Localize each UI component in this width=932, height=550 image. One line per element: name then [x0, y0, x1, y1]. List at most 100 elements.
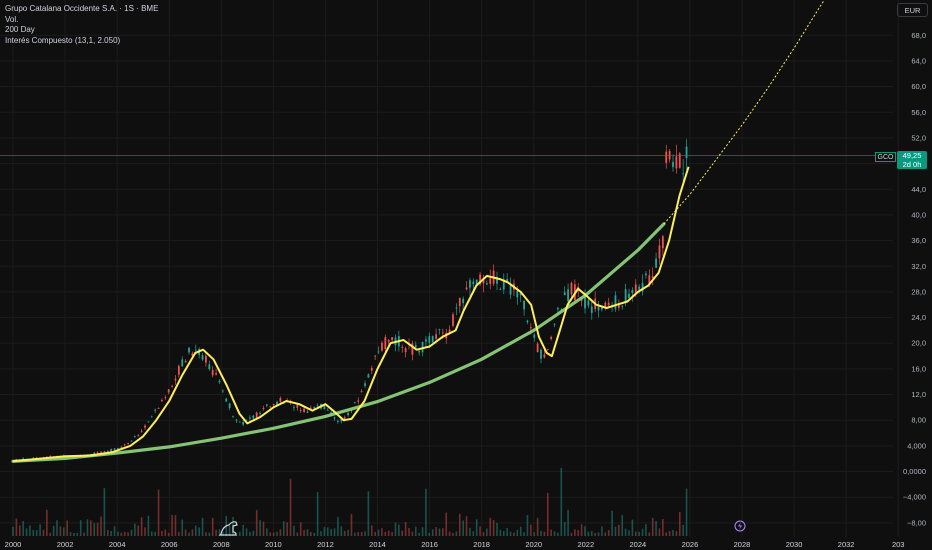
volume-bar: [384, 531, 387, 536]
volume-bar: [269, 532, 272, 536]
volume-bar: [496, 522, 498, 536]
candle-body: [563, 292, 566, 296]
y-tick-label: 0,0000: [903, 467, 926, 476]
volume-bar: [611, 510, 613, 536]
volume-bar: [90, 520, 92, 536]
y-tick-label: 36,0: [911, 236, 926, 245]
candle-body: [502, 279, 505, 290]
candle-body: [211, 370, 214, 376]
volume-bar: [651, 518, 654, 536]
candle-body: [516, 290, 519, 298]
y-tick-label: −8,00: [907, 518, 926, 527]
x-tick-label: 2008: [213, 540, 230, 549]
candle-body: [489, 278, 492, 284]
volume-bar: [259, 520, 261, 536]
candle-body: [364, 383, 366, 386]
volume-bar: [458, 513, 461, 536]
candle-body: [154, 409, 157, 411]
symbol-title[interactable]: Grupo Catalana Occidente S.A. · 1S · BME: [5, 4, 159, 13]
candle-body: [499, 289, 502, 290]
candle-body: [316, 405, 319, 407]
volume-label[interactable]: Vol.: [5, 14, 19, 24]
volume-bar: [370, 525, 373, 536]
volume-bar: [634, 531, 637, 536]
volume-bar: [675, 531, 678, 536]
volume-bar: [201, 517, 204, 536]
candle-body: [340, 417, 343, 422]
candle-body: [184, 361, 187, 363]
volume-bar: [35, 530, 38, 536]
candle-body: [414, 345, 417, 348]
x-tick-label: 2002: [57, 540, 74, 549]
volume-bar: [482, 532, 485, 536]
x-tick-label: 203: [892, 540, 905, 549]
candle-body: [215, 373, 217, 375]
volume-bar: [574, 529, 576, 536]
candle-body: [509, 285, 512, 295]
ma-label[interactable]: 200 Day: [5, 25, 35, 34]
volume-bar: [553, 531, 556, 536]
volume-bar: [479, 526, 481, 536]
candle-body: [123, 444, 126, 446]
candle-body: [601, 307, 603, 310]
volume-bar: [306, 529, 309, 536]
compound-interest-line: [11, 222, 666, 463]
volume-bar: [167, 532, 170, 536]
volume-bar: [310, 531, 312, 536]
candle-body: [127, 442, 129, 444]
candle-body: [438, 329, 441, 330]
candle-body: [529, 327, 532, 329]
candle-body: [337, 421, 339, 422]
candle-body: [485, 283, 488, 285]
volume-bar: [228, 525, 231, 536]
candle-body: [641, 283, 644, 292]
volume-bar: [279, 529, 282, 536]
candle-body: [448, 329, 451, 334]
candle-body: [279, 398, 282, 402]
lightning-bolt-icon: [738, 522, 742, 530]
volume-bar: [282, 521, 285, 536]
chart-legend: Grupo Catalana Occidente S.A. · 1S · BME…: [5, 4, 158, 46]
candle-body: [333, 417, 336, 419]
currency-button[interactable]: EUR: [897, 3, 928, 17]
volume-bar: [286, 522, 288, 536]
volume-bar: [645, 524, 647, 536]
candle-body: [157, 408, 160, 409]
candle-body: [343, 417, 346, 421]
volume-bar: [69, 532, 72, 536]
volume-bar: [360, 532, 363, 536]
volume-bar: [49, 532, 52, 536]
candle-body: [150, 416, 153, 418]
candle-body: [133, 436, 136, 437]
volume-bar: [682, 524, 684, 536]
x-tick-label: 2028: [734, 540, 751, 549]
candle-body: [303, 408, 305, 413]
volume-bar: [587, 531, 590, 536]
ma-200-day-line: [12, 166, 690, 463]
volume-bar: [411, 531, 414, 536]
volume-bar: [110, 530, 112, 536]
volume-bar: [171, 514, 173, 536]
volume-bar: [323, 527, 326, 536]
volume-bar: [381, 528, 383, 536]
candle-body: [262, 408, 265, 409]
candle-body: [103, 451, 106, 453]
candle-body: [140, 430, 143, 432]
volume-bar: [448, 531, 451, 536]
candle-body: [665, 151, 668, 163]
candle-body: [496, 276, 498, 284]
y-tick-label: 32,0: [911, 262, 926, 271]
indicator-label[interactable]: Interés Compuesto (13,1, 2.050): [5, 35, 121, 45]
volume-bar: [408, 528, 410, 536]
volume-bar: [208, 532, 211, 536]
volume-bar: [597, 532, 600, 536]
candle-body: [330, 412, 333, 414]
volume-bar: [147, 515, 150, 536]
candle-body: [377, 351, 380, 353]
candle-body: [546, 349, 549, 350]
volume-bar: [404, 522, 407, 536]
volume-bar: [438, 528, 441, 536]
candle-body: [194, 349, 197, 351]
candle-body: [221, 390, 224, 392]
